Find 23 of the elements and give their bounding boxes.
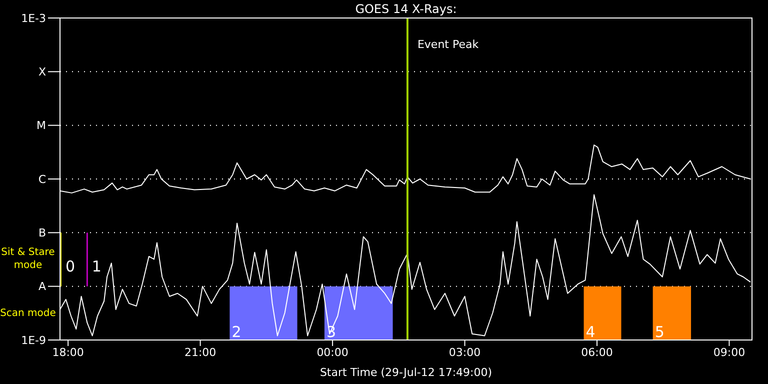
x-tick-label: 00:00 — [316, 346, 348, 359]
band-label: 1 — [92, 258, 102, 276]
band-label: 0 — [65, 258, 76, 276]
x-tick-label: 03:00 — [448, 346, 481, 359]
band-label: 4 — [586, 323, 596, 341]
text: Sit & Stare mode — [0, 246, 56, 272]
x-tick-label: 06:00 — [581, 346, 613, 359]
y-tick-label: 1E-3 — [21, 12, 46, 25]
text: Scan mode — [0, 306, 56, 320]
y-tick-label: M — [36, 119, 46, 132]
x-tick-label: 21:00 — [184, 346, 216, 359]
y-tick-label: A — [38, 280, 46, 294]
y-tick-label: B — [38, 226, 46, 240]
y-tick-label: C — [38, 172, 46, 186]
y-tick-label: 1E-9 — [21, 334, 46, 347]
chart-title: GOES 14 X-Rays: — [354, 1, 458, 18]
x-tick-label: 09:00 — [713, 346, 746, 359]
x-tick-label: 18:00 — [52, 346, 84, 359]
band-label: 2 — [232, 323, 242, 341]
y-tick-label: X — [38, 66, 46, 79]
ref-line-label: Event Peak — [417, 38, 480, 51]
band-label: 5 — [654, 323, 664, 341]
x-axis-title: Start Time (29-Jul-12 17:49:00) — [318, 366, 494, 379]
